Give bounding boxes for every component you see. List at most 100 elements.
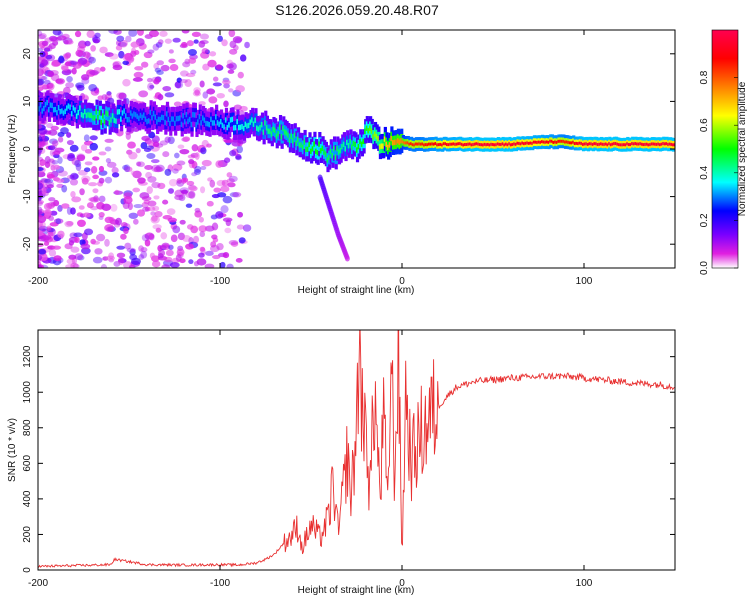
ridge-core <box>93 115 98 121</box>
ridge-core <box>596 143 600 147</box>
ridge-core <box>591 142 595 146</box>
ridge-core <box>658 143 663 147</box>
noise-blob <box>235 258 243 263</box>
noise-blob <box>94 248 103 255</box>
ridge-core <box>636 142 640 146</box>
noise-blob <box>201 159 212 167</box>
noise-blob <box>105 255 115 261</box>
ridge-core <box>310 148 314 154</box>
noise-blob <box>161 242 170 248</box>
ridge-core <box>311 146 315 152</box>
ridge-core <box>326 157 330 163</box>
noise-blob <box>184 79 192 88</box>
ridge-core <box>129 110 134 116</box>
ridge-core <box>136 113 140 120</box>
ridge-core <box>275 133 279 139</box>
ridge-core <box>632 142 636 146</box>
ridge-core <box>142 112 147 118</box>
ridge-core <box>120 116 124 122</box>
noise-blob <box>136 30 144 36</box>
colorbar: 0.0 0.2 0.4 0.6 0.8 Normalized spectral ampl… <box>699 29 748 275</box>
noise-blob <box>228 88 234 93</box>
y-tick-label: 1200 <box>22 345 33 368</box>
noise-blob <box>177 144 185 149</box>
ridge-core <box>488 143 492 147</box>
colorbar-frame <box>711 29 739 269</box>
ridge-core <box>550 139 555 143</box>
ridge-core <box>77 109 81 116</box>
ridge-core <box>670 142 674 146</box>
noise-blob <box>122 78 131 87</box>
noise-blob <box>52 30 62 36</box>
ridge-core <box>650 142 654 146</box>
noise-blob <box>111 172 120 178</box>
ridge-core <box>211 120 215 126</box>
noise-blob <box>146 153 156 160</box>
ridge-core <box>472 143 476 147</box>
noise-blob <box>41 40 49 47</box>
ridge-core <box>421 142 425 146</box>
ridge-core <box>554 140 558 144</box>
ridge-core <box>477 142 481 146</box>
ridge-core <box>198 113 202 120</box>
ridge-core <box>347 143 351 149</box>
ridge-core <box>251 117 255 123</box>
ridge-core <box>300 142 304 148</box>
ridge-core <box>619 143 623 147</box>
noise-blob <box>223 100 229 108</box>
ridge-core <box>208 121 212 128</box>
noise-blob <box>98 211 105 218</box>
noise-blob <box>75 49 84 57</box>
noise-blob <box>84 161 93 166</box>
noise-blob <box>168 188 174 194</box>
noise-blob <box>66 75 73 83</box>
noise-blob <box>133 127 140 132</box>
noise-blob <box>213 187 222 193</box>
ridge-core <box>121 110 125 116</box>
ridge-core <box>293 132 297 139</box>
ridge-core <box>536 140 540 144</box>
ridge-core <box>372 134 376 140</box>
ridge-core <box>357 143 361 150</box>
noise-blob <box>92 188 99 194</box>
noise-blob <box>47 70 55 78</box>
noise-blob <box>38 224 46 230</box>
snr-x-label: Height of straight line (km) <box>298 585 415 596</box>
noise-blob <box>228 30 236 38</box>
ridge-core <box>296 136 301 143</box>
noise-blob <box>123 164 131 173</box>
ridge-core <box>298 142 302 148</box>
noise-blob <box>160 232 168 240</box>
noise-blob <box>70 190 76 198</box>
noise-blob <box>229 40 237 49</box>
ridge-core <box>455 142 460 146</box>
ridge-core <box>319 148 324 154</box>
ridge-core <box>274 127 278 134</box>
ridge-core <box>116 109 120 115</box>
noise-blob <box>48 215 54 221</box>
noise-blob <box>122 60 130 66</box>
noise-blob <box>98 195 106 203</box>
spectrogram-y-label: Frequency (Hz) <box>7 115 18 184</box>
noise-blob <box>164 38 172 44</box>
noise-blob <box>200 186 206 194</box>
ridge-core <box>598 142 602 146</box>
ridge-core <box>144 116 148 122</box>
noise-blob <box>128 212 139 219</box>
ridge-core <box>228 122 232 128</box>
ridge-core <box>147 118 152 124</box>
ridge-core <box>138 115 142 121</box>
noise-blob <box>141 196 152 201</box>
noise-blob <box>198 252 205 258</box>
noise-blob <box>56 35 67 41</box>
ridge-core <box>255 125 260 131</box>
ridge-core <box>626 142 630 146</box>
ridge-core <box>542 140 546 144</box>
ridge-core <box>549 139 553 143</box>
ridge-core <box>616 142 620 146</box>
noise-blob <box>104 138 114 143</box>
noise-blob <box>68 254 77 260</box>
ridge-core <box>559 139 563 143</box>
ridge-core <box>460 142 464 146</box>
ridge-core <box>115 118 119 124</box>
